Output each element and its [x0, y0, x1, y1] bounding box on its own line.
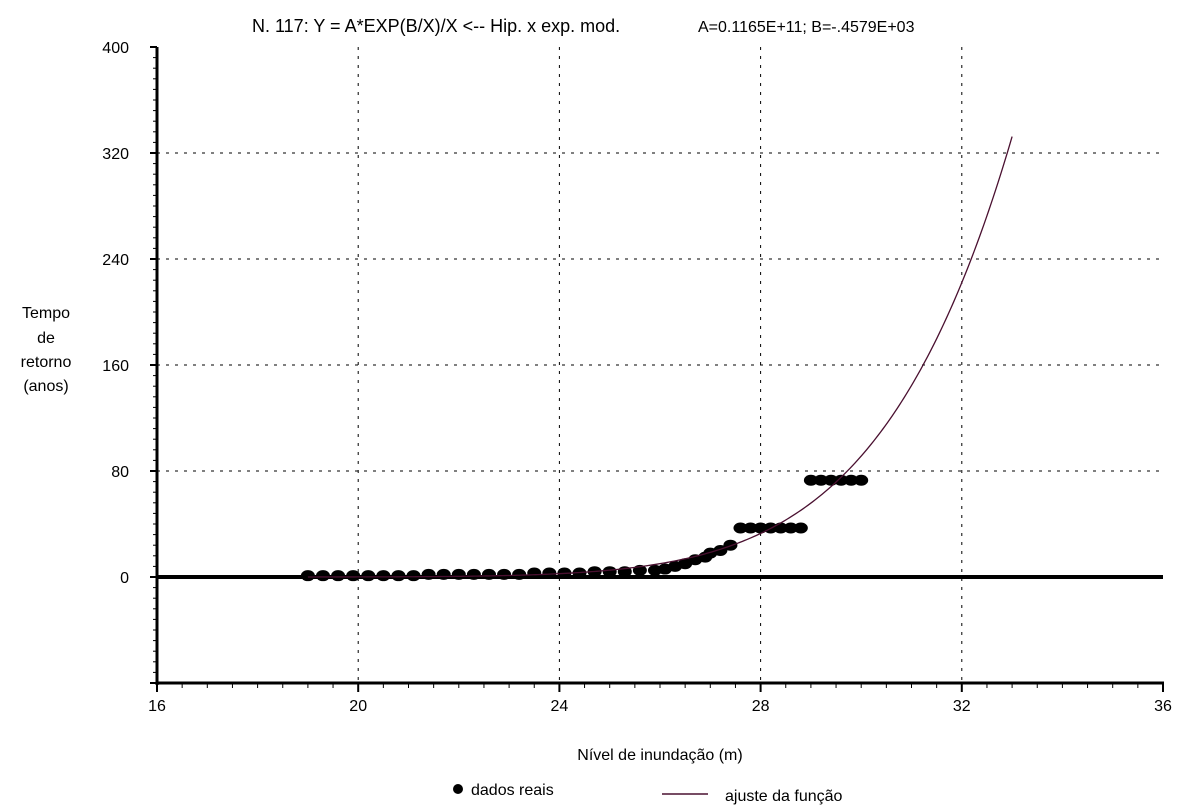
data-point: [451, 568, 466, 580]
x-tick-label: 16: [148, 698, 166, 715]
chart-title: N. 117: Y = A*EXP(B/X)/X <-- Hip. x exp.…: [252, 16, 620, 36]
y-tick-label: 400: [102, 40, 129, 57]
data-point: [783, 522, 798, 534]
legend-marker-dados-reais: [453, 784, 463, 794]
data-point: [346, 570, 361, 582]
tick-marks: [150, 46, 1164, 692]
x-axis-title: Nível de inundação (m): [577, 747, 742, 764]
data-point: [361, 570, 376, 582]
data-point: [743, 522, 758, 534]
data-point: [331, 570, 346, 582]
data-point: [793, 522, 808, 534]
data-point: [512, 568, 527, 580]
y-tick-label: 160: [102, 358, 129, 375]
y-axis-title-line: de: [37, 330, 55, 347]
data-point: [436, 568, 451, 580]
data-point: [315, 570, 330, 582]
chart-title-params: A=0.1165E+11; B=-.4579E+03: [698, 19, 915, 36]
legend: dados reais ajuste da função: [453, 782, 843, 805]
y-tick-label: 240: [102, 252, 129, 269]
y-tick-label: 80: [111, 464, 129, 481]
x-tick-label: 20: [349, 698, 367, 715]
y-axis-title-line: Tempo: [22, 305, 70, 322]
y-axis-title-line: retorno: [21, 354, 72, 371]
data-point: [481, 568, 496, 580]
data-point: [527, 567, 542, 579]
data-point: [421, 568, 436, 580]
data-point: [497, 568, 512, 580]
fit-curve: [307, 136, 1013, 578]
legend-label-ajuste: ajuste da função: [725, 788, 843, 805]
series: [300, 136, 1013, 582]
data-point: [602, 566, 617, 578]
x-tick-label: 24: [551, 698, 569, 715]
data-point: [753, 522, 768, 534]
legend-label-dados-reais: dados reais: [471, 782, 554, 799]
y-axis-title-line: (anos): [23, 378, 68, 395]
x-tick-label: 28: [752, 698, 770, 715]
data-point: [803, 474, 818, 486]
data-point: [844, 474, 859, 486]
data-point: [406, 570, 421, 582]
data-point: [376, 570, 391, 582]
y-axis-title: Tempo de retorno (anos): [21, 305, 72, 395]
data-point: [300, 570, 315, 582]
tick-labels: 16 20 24 28 32 36 0 80 160 240 320 400: [102, 40, 1172, 715]
y-tick-label: 0: [120, 570, 129, 587]
grid-lines: [157, 47, 1163, 683]
data-point: [854, 474, 869, 486]
data-point: [733, 522, 748, 534]
data-point: [542, 567, 557, 579]
data-point: [391, 570, 406, 582]
data-point: [834, 474, 849, 486]
x-tick-label: 32: [953, 698, 971, 715]
data-point: [466, 568, 481, 580]
axes: [155, 47, 1164, 685]
x-tick-label: 36: [1154, 698, 1172, 715]
data-point: [813, 474, 828, 486]
y-tick-label: 320: [102, 146, 129, 163]
